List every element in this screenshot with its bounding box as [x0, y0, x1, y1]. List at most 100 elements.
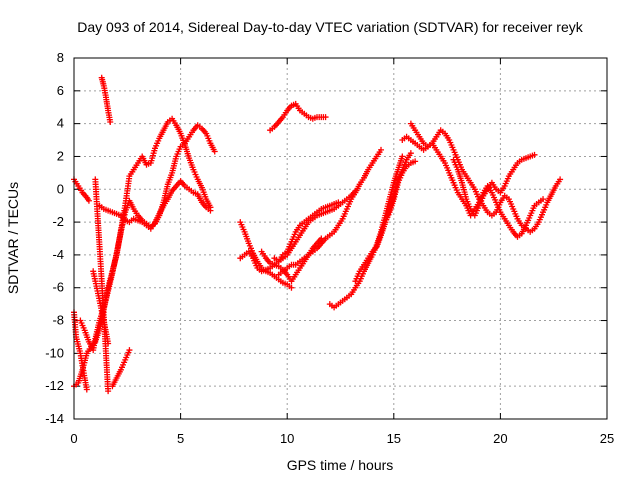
x-tick-label: 20 — [493, 431, 507, 446]
data-point-markers — [399, 135, 408, 143]
data-point-markers — [156, 204, 166, 217]
data-point-markers — [412, 127, 421, 138]
data-point-markers — [335, 201, 344, 209]
data-point-markers — [412, 140, 421, 148]
data-point-markers — [267, 125, 276, 134]
data-point-markers — [309, 247, 318, 255]
data-point-markers — [352, 270, 362, 285]
data-point-markers — [288, 273, 298, 285]
data-point-marker — [107, 118, 114, 125]
data-point-markers — [297, 220, 306, 229]
data-point-markers — [365, 162, 375, 173]
data-point-markers — [523, 215, 533, 229]
data-point-markers — [275, 256, 284, 265]
data-point-markers — [100, 314, 109, 354]
data-point-markers — [198, 199, 208, 209]
data-point-markers — [203, 196, 213, 209]
data-point-markers — [250, 255, 260, 269]
x-tick-label: 15 — [387, 431, 401, 446]
data-point-markers — [156, 129, 166, 142]
data-point-markers — [459, 166, 468, 177]
data-point-markers — [100, 82, 109, 99]
data-point-marker — [211, 148, 218, 155]
data-point-markers — [343, 194, 352, 203]
data-point-markers — [203, 130, 213, 144]
series-arc-1 — [71, 176, 92, 204]
data-point-marker — [557, 176, 564, 183]
data-point-markers — [501, 215, 511, 227]
data-point-markers — [540, 201, 550, 216]
data-point-markers — [109, 377, 119, 390]
data-point-markers — [420, 140, 429, 148]
data-point-markers — [279, 266, 289, 275]
data-point-markers — [173, 179, 183, 189]
data-point-markers — [73, 334, 83, 354]
x-tick-labels: 0 5 10 15 20 25 — [70, 431, 614, 446]
data-point-markers — [271, 273, 280, 281]
data-point-markers — [275, 115, 285, 125]
data-point-marker — [126, 347, 133, 354]
axis-ticks — [73, 57, 608, 420]
data-point-markers — [531, 201, 540, 209]
data-point-markers — [309, 242, 319, 252]
data-point-markers — [241, 228, 251, 245]
data-point-markers — [523, 154, 532, 162]
data-point-marker — [399, 153, 406, 160]
data-point-markers — [365, 250, 375, 262]
y-tick-label: -2 — [52, 214, 64, 229]
data-point-markers — [279, 253, 289, 262]
data-point-markers — [424, 142, 433, 150]
data-point-markers — [122, 217, 131, 225]
x-tick-label: 25 — [600, 431, 614, 446]
data-point-markers — [271, 255, 280, 263]
data-point-markers — [399, 159, 409, 173]
data-point-markers — [454, 156, 464, 171]
data-point-markers — [395, 169, 405, 183]
data-point-markers — [275, 270, 284, 278]
data-point-markers — [284, 281, 293, 290]
data-point-markers — [339, 197, 348, 206]
data-point-markers — [442, 160, 452, 174]
data-point-markers — [480, 202, 490, 214]
data-point-markers — [510, 206, 520, 220]
y-tick-labels: -14 -12 -10 -8 -6 -4 -2 0 2 4 6 8 — [45, 50, 64, 426]
data-point-markers — [181, 183, 190, 191]
data-point-markers — [135, 155, 144, 166]
data-point-markers — [488, 210, 497, 219]
data-point-markers — [126, 197, 136, 210]
data-point-markers — [105, 107, 113, 123]
data-point-markers — [103, 350, 111, 392]
data-point-markers — [147, 147, 158, 166]
data-point-markers — [331, 204, 340, 212]
data-point-markers — [143, 222, 152, 230]
data-point-markers — [314, 242, 323, 252]
data-point-markers — [305, 217, 314, 226]
data-point-markers — [301, 253, 310, 262]
data-point-markers — [548, 185, 558, 198]
data-point-markers — [258, 248, 268, 259]
data-point-markers — [262, 255, 272, 265]
data-point-markers — [471, 201, 481, 212]
data-point-markers — [356, 177, 366, 188]
data-point-markers — [305, 250, 314, 258]
data-point-markers — [497, 209, 507, 220]
data-point-markers — [544, 193, 554, 206]
data-point-markers — [207, 140, 217, 153]
data-point-markers — [169, 184, 178, 194]
data-point-marker — [105, 388, 112, 395]
data-point-markers — [284, 247, 293, 258]
data-point-markers — [407, 120, 417, 131]
data-point-markers — [437, 127, 446, 135]
data-point-markers — [130, 162, 140, 173]
data-point-markers — [322, 203, 331, 211]
series-arc-15 — [267, 100, 329, 134]
data-point-markers — [139, 153, 149, 166]
data-point-markers — [463, 196, 473, 210]
data-point-markers — [386, 195, 397, 212]
data-point-markers — [203, 204, 212, 212]
data-point-markers — [279, 250, 289, 258]
data-point-markers — [267, 263, 276, 271]
data-point-markers — [279, 109, 289, 121]
data-point-markers — [164, 190, 174, 203]
data-point-marker — [540, 196, 547, 203]
